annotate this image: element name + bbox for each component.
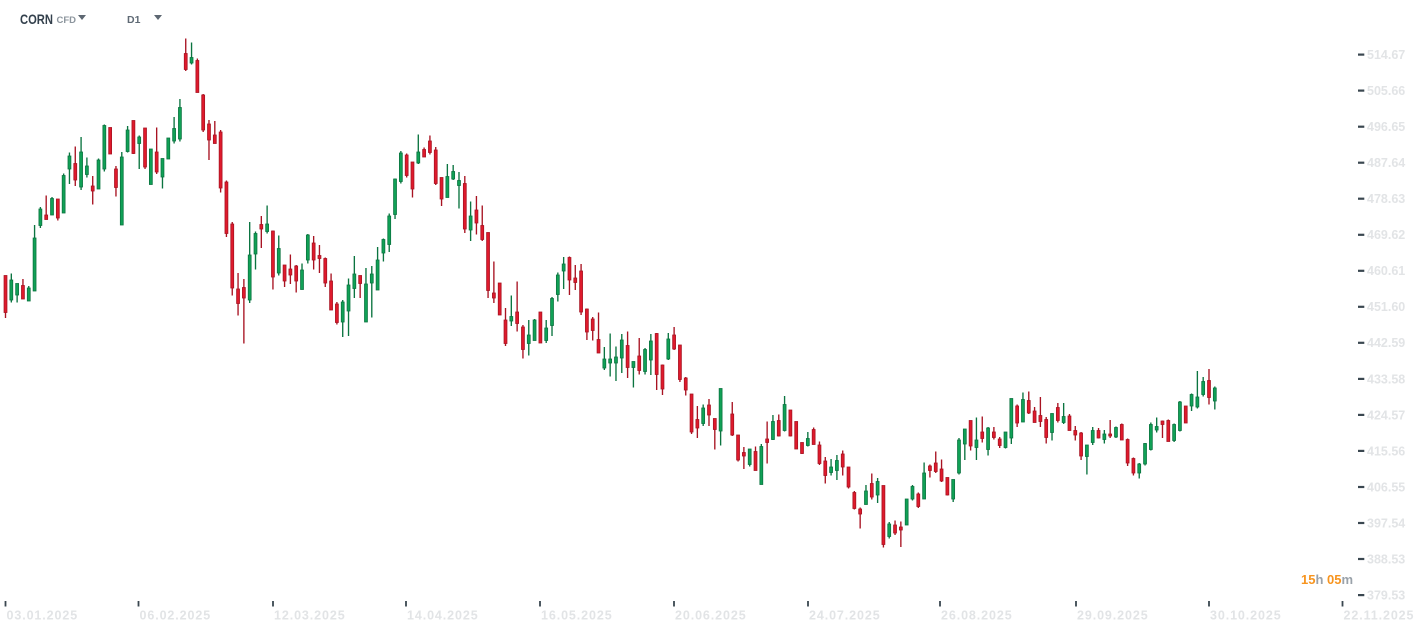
svg-text:30.10.2025: 30.10.2025 bbox=[1210, 609, 1282, 623]
svg-text:16.05.2025: 16.05.2025 bbox=[541, 609, 613, 623]
svg-text:514.67: 514.67 bbox=[1367, 48, 1405, 62]
svg-text:06.02.2025: 06.02.2025 bbox=[140, 609, 212, 623]
svg-text:29.09.2025: 29.09.2025 bbox=[1077, 609, 1149, 623]
svg-text:388.53: 388.53 bbox=[1367, 552, 1405, 566]
svg-text:03.01.2025: 03.01.2025 bbox=[7, 609, 79, 623]
svg-text:460.61: 460.61 bbox=[1367, 264, 1405, 278]
svg-text:433.58: 433.58 bbox=[1367, 372, 1405, 386]
svg-text:397.54: 397.54 bbox=[1367, 516, 1405, 530]
svg-text:22.11.2025: 22.11.2025 bbox=[1344, 609, 1415, 623]
svg-text:379.53: 379.53 bbox=[1367, 589, 1405, 603]
svg-text:442.59: 442.59 bbox=[1367, 336, 1405, 350]
svg-text:505.66: 505.66 bbox=[1367, 84, 1405, 98]
svg-text:469.62: 469.62 bbox=[1367, 228, 1405, 242]
svg-text:20.06.2025: 20.06.2025 bbox=[675, 609, 747, 623]
svg-text:478.63: 478.63 bbox=[1367, 192, 1405, 206]
svg-text:496.65: 496.65 bbox=[1367, 120, 1405, 134]
svg-text:487.64: 487.64 bbox=[1367, 156, 1405, 170]
svg-text:12.03.2025: 12.03.2025 bbox=[274, 609, 346, 623]
svg-text:451.60: 451.60 bbox=[1367, 300, 1405, 314]
svg-text:24.07.2025: 24.07.2025 bbox=[809, 609, 881, 623]
svg-text:14.04.2025: 14.04.2025 bbox=[407, 609, 479, 623]
svg-text:26.08.2025: 26.08.2025 bbox=[941, 609, 1013, 623]
svg-text:415.56: 415.56 bbox=[1367, 444, 1405, 458]
svg-text:424.57: 424.57 bbox=[1367, 408, 1405, 422]
svg-text:406.55: 406.55 bbox=[1367, 480, 1405, 494]
